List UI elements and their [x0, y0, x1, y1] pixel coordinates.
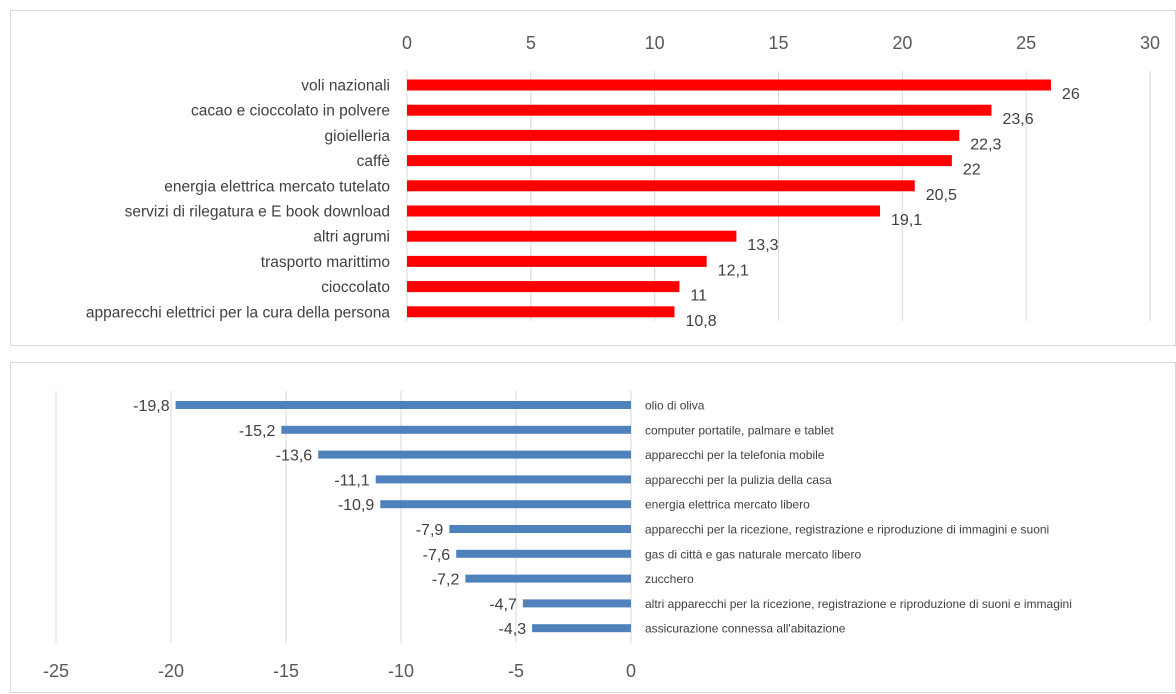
category-label: altri apparecchi per la ricezione, regis…: [645, 597, 1072, 611]
category-label: altri agrumi: [313, 229, 390, 246]
x-tick-label: 25: [1016, 33, 1036, 53]
x-tick-label: 0: [402, 33, 412, 53]
top-bar-chart: 0 5 10 15 20 25 30 voli nazionali 26 cacao e cioc…: [86, 33, 1160, 330]
data-label: 22,3: [970, 136, 1001, 153]
bar: [281, 425, 631, 434]
data-label: -15,2: [239, 423, 276, 440]
bar: [407, 255, 707, 267]
bar: [522, 599, 631, 608]
data-label: 10,8: [685, 313, 716, 330]
category-label: trasporto marittimo: [261, 254, 390, 271]
data-label: -10,9: [338, 497, 375, 514]
bar: [407, 104, 992, 116]
bar: [465, 574, 631, 583]
data-label: -19,8: [133, 398, 170, 415]
bar: [175, 401, 631, 409]
data-label: 12,1: [718, 262, 749, 279]
data-label: 19,1: [891, 212, 922, 229]
x-tick-label: -25: [43, 661, 69, 681]
x-tick-label: 20: [892, 33, 912, 53]
category-label: cioccolato: [321, 279, 390, 296]
category-label: caffè: [357, 153, 390, 170]
data-label: -7,9: [416, 522, 444, 539]
bar: [449, 525, 631, 533]
bar: [407, 79, 1051, 91]
bar: [456, 549, 631, 558]
data-label: 22: [963, 162, 981, 179]
category-label: servizi di rilegatura e E book download: [125, 204, 390, 221]
data-label: -4,7: [489, 596, 517, 613]
category-label: cacao e cioccolato in polvere: [191, 103, 390, 120]
bar: [407, 281, 680, 293]
category-label: zucchero: [645, 572, 694, 586]
bar: [407, 180, 915, 192]
category-label: energia elettrica mercato libero: [645, 498, 810, 512]
x-tick-label: -10: [388, 661, 414, 681]
top-chart-panel: 0 5 10 15 20 25 30 voli nazionali 26 cacao e cioc…: [10, 10, 1176, 346]
category-label: computer portatile, palmare e tablet: [645, 423, 834, 437]
bar: [380, 500, 631, 509]
data-label: 13,3: [747, 237, 778, 254]
category-label: voli nazionali: [301, 78, 390, 95]
category-label: apparecchi elettrici per la cura della p…: [86, 304, 391, 321]
bottom-chart-panel: -25 -20 -15 -10 -5 0 -19,8 olio di oliva -15,2 co…: [10, 362, 1176, 693]
category-label: olio di oliva: [645, 399, 705, 413]
bar: [375, 475, 631, 484]
data-label: 11: [690, 288, 707, 305]
category-label: energia elettrica mercato tutelato: [164, 178, 390, 195]
x-tick-label: -5: [508, 661, 524, 681]
data-label: 26: [1062, 86, 1080, 103]
x-tick-label: 30: [1140, 33, 1160, 53]
data-label: -11,1: [334, 472, 369, 489]
x-tick-label: 5: [526, 33, 536, 53]
bar: [407, 230, 737, 242]
bar: [407, 155, 952, 167]
bar: [532, 624, 631, 633]
x-tick-label: 0: [626, 661, 636, 681]
bar: [318, 450, 631, 459]
x-tick-label: 10: [645, 33, 665, 53]
category-label: gioielleria: [325, 128, 391, 145]
category-label: apparecchi per la telefonia mobile: [645, 448, 825, 462]
data-label: 23,6: [1002, 111, 1033, 128]
bar: [407, 306, 675, 318]
category-label: apparecchi per la ricezione, registrazio…: [645, 523, 1049, 537]
data-label: -7,6: [423, 547, 451, 564]
category-label: assicurazione connessa all'abitazione: [645, 622, 846, 636]
x-tick-label: -20: [158, 661, 184, 681]
bottom-bar-chart: -25 -20 -15 -10 -5 0 -19,8 olio di oliva -15,2 co…: [43, 391, 1072, 681]
category-label: gas di città e gas naturale mercato libe…: [645, 547, 861, 561]
data-label: -13,6: [276, 448, 313, 465]
x-tick-label: 15: [768, 33, 788, 53]
category-label: apparecchi per la pulizia della casa: [645, 473, 832, 487]
bar: [407, 129, 960, 141]
x-tick-label: -15: [273, 661, 299, 681]
bar: [407, 205, 881, 217]
data-label: -4,3: [499, 621, 527, 638]
data-label: 20,5: [926, 187, 957, 204]
data-label: -7,2: [432, 572, 460, 589]
